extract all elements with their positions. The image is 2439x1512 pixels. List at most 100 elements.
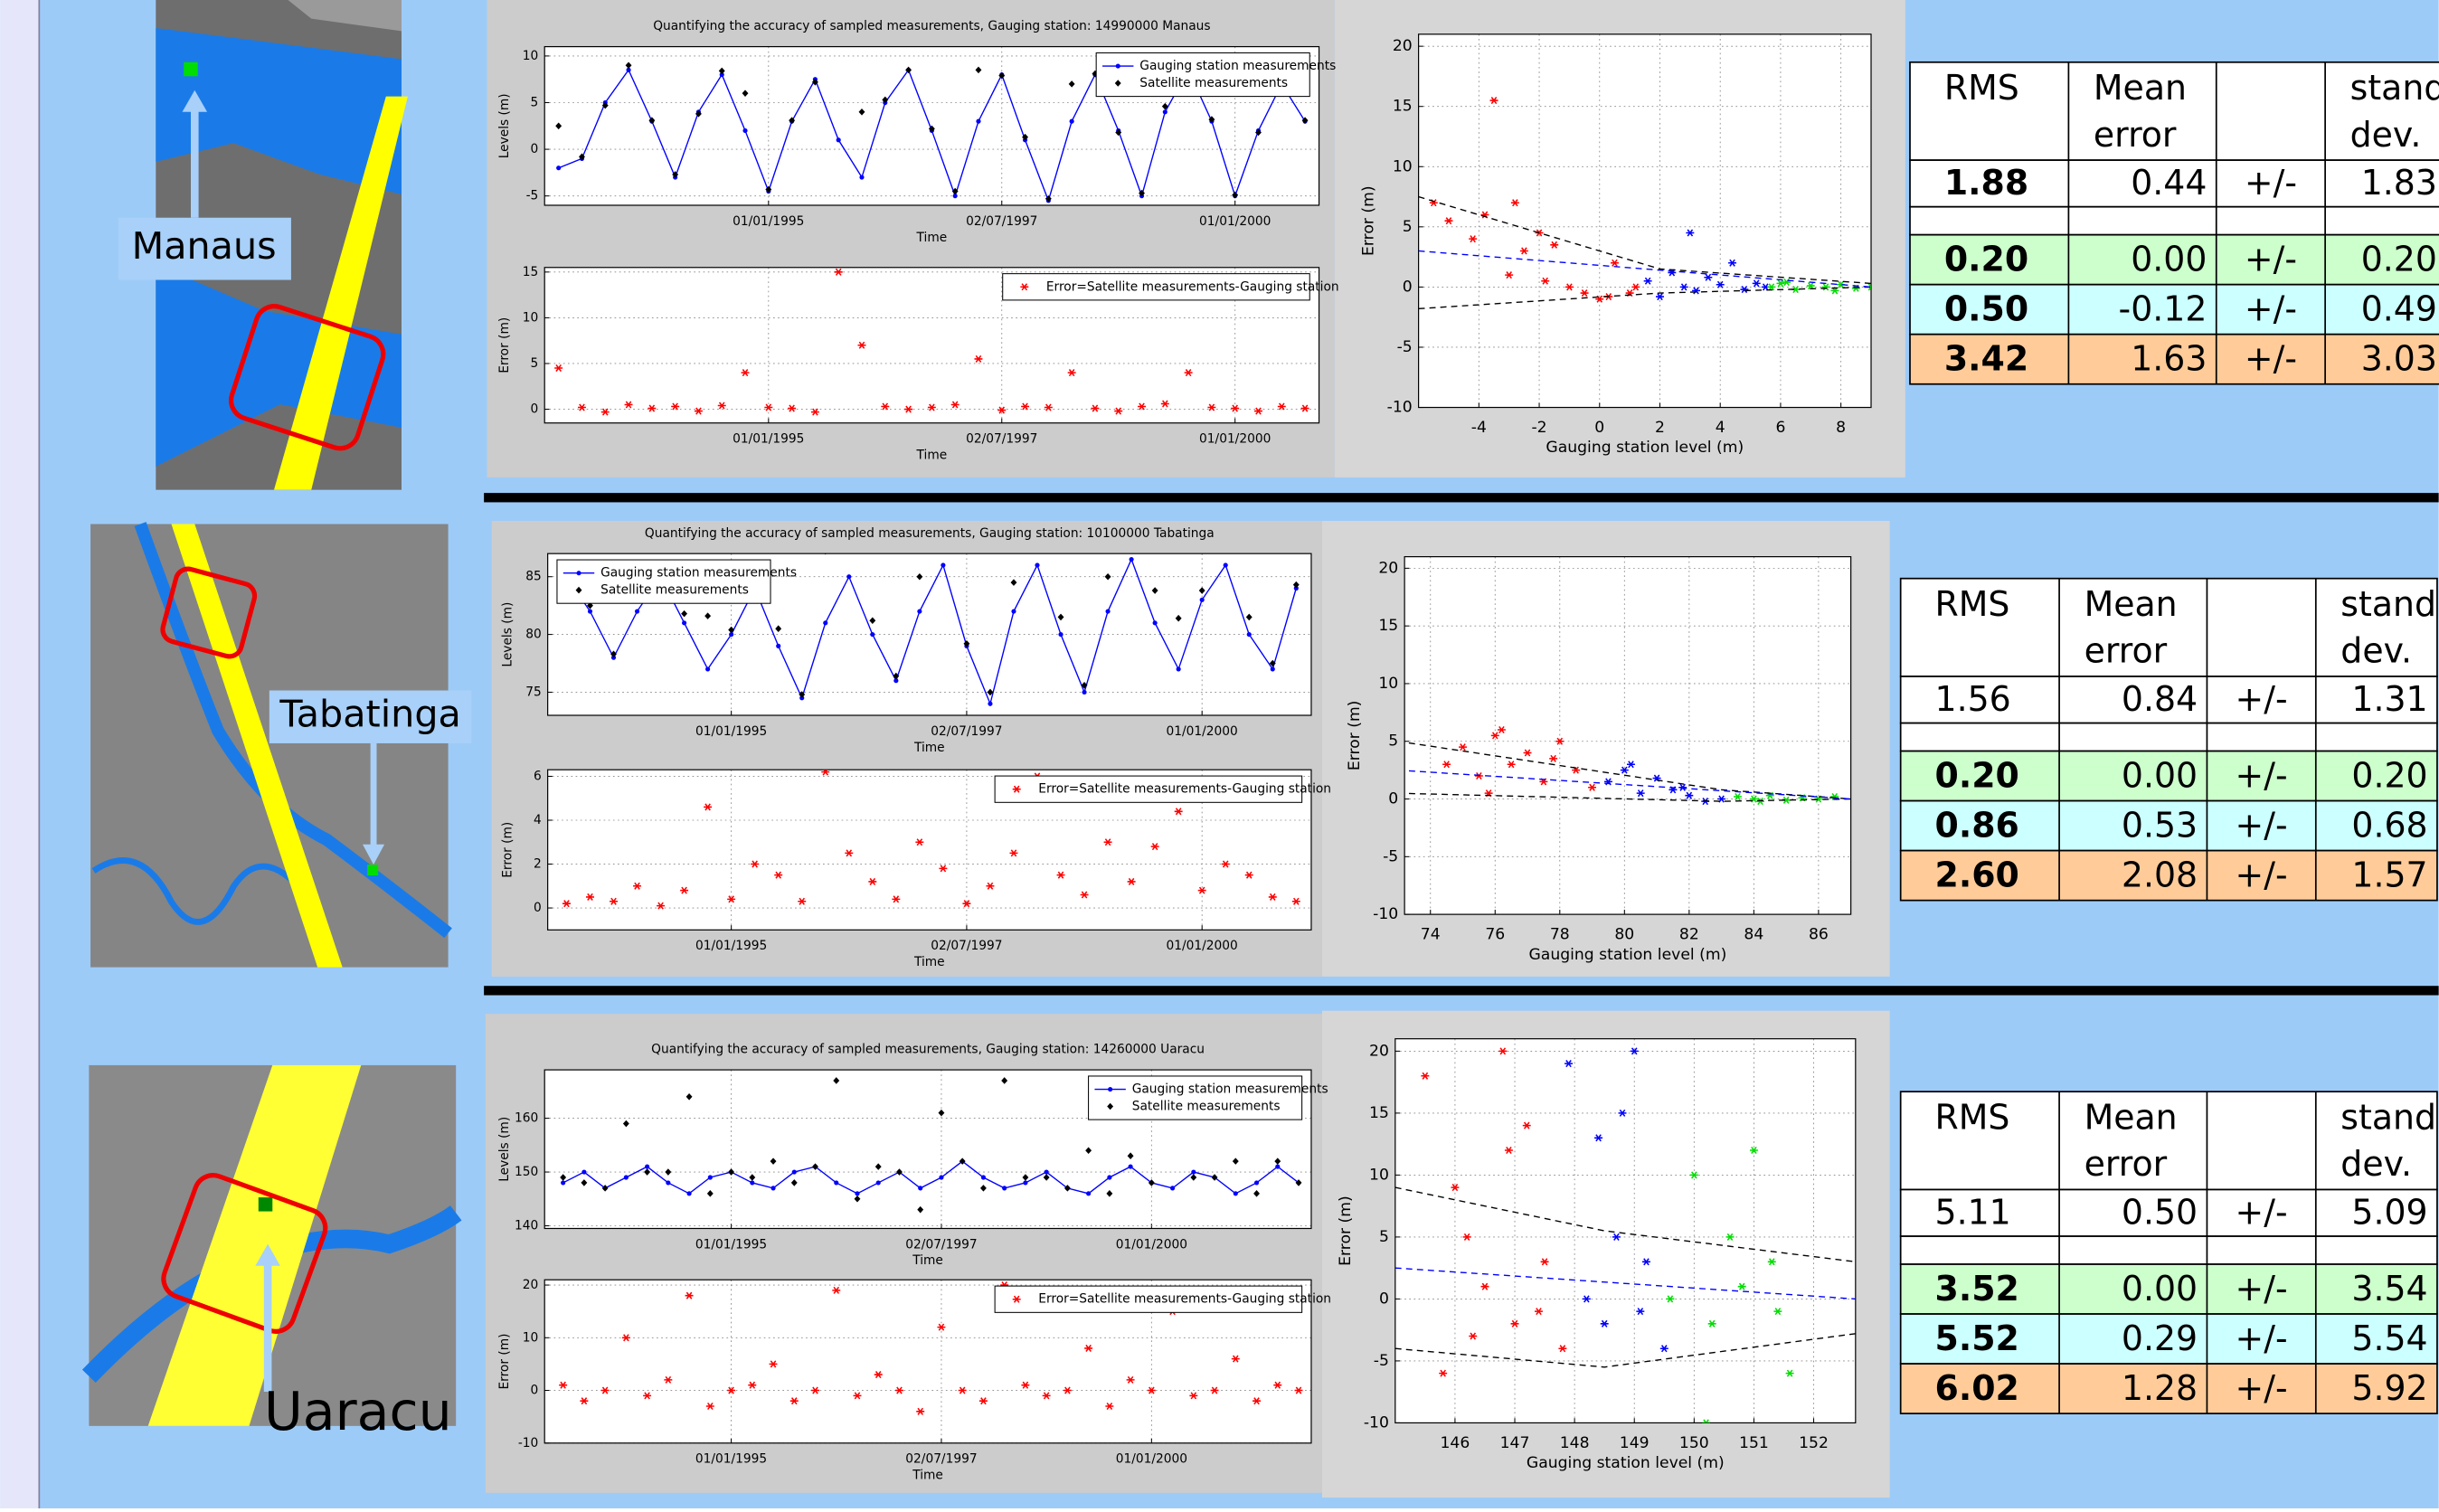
legend-label: Error=Satellite measurements-Gauging sta…	[1046, 279, 1339, 294]
table-cell: +/-	[2236, 1368, 2288, 1408]
y-tick-label: 85	[525, 570, 542, 584]
y-tick-label: 0	[1379, 1290, 1389, 1308]
point	[976, 119, 980, 124]
x-tick-label: -4	[1471, 419, 1487, 437]
y-tick-label: 80	[525, 628, 542, 642]
point	[1275, 1165, 1280, 1169]
y-tick-label: 150	[515, 1165, 538, 1179]
satellite-image: Uaracu	[89, 1065, 456, 1442]
point	[1130, 557, 1134, 562]
point	[941, 562, 945, 567]
y-tick-label: 0	[534, 901, 542, 915]
y-axis-label: Levels (m)	[497, 1117, 512, 1182]
table-cell: 1.63	[2131, 338, 2207, 378]
point	[1011, 609, 1016, 613]
point	[1058, 632, 1063, 637]
y-tick-label: 0	[531, 142, 539, 156]
y-tick-label: -5	[1397, 338, 1413, 356]
y-tick-label: 15	[523, 265, 539, 279]
x-tick-label: 02/07/1997	[931, 939, 1002, 953]
point	[645, 1165, 649, 1169]
table-cell: 2.60	[1935, 855, 2019, 894]
y-tick-label: 6	[534, 769, 542, 783]
point	[1086, 1191, 1091, 1195]
separator	[484, 493, 2439, 502]
point	[1045, 1169, 1049, 1174]
y-tick-label: -5	[1383, 847, 1398, 865]
plot-area	[1404, 557, 1851, 915]
table-cell: 0.86	[1935, 805, 2019, 845]
table-cell: +/-	[2245, 163, 2297, 203]
site-label: Tabatinga	[279, 693, 460, 736]
point	[823, 620, 827, 625]
x-tick-label: 152	[1799, 1434, 1829, 1452]
x-tick-label: 02/07/1997	[905, 1452, 977, 1467]
x-tick-label: 84	[1744, 925, 1763, 943]
column-header: error	[2084, 631, 2168, 671]
legend-label: Gauging station measurements	[1132, 1082, 1328, 1097]
table-cell: 0.20	[1944, 239, 2028, 279]
y-tick-label: 5	[1403, 218, 1413, 236]
x-axis-label: Gauging station level (m)	[1546, 439, 1744, 457]
table-cell: 0.50	[1944, 288, 2028, 328]
table-cell: 1.28	[2122, 1368, 2198, 1408]
column-header: error	[2094, 115, 2177, 155]
y-tick-label: 5	[1388, 732, 1398, 751]
site-label: Uaracu	[264, 1381, 452, 1442]
point	[1108, 1087, 1112, 1091]
point	[918, 1186, 922, 1190]
table-cell: 5.09	[2351, 1192, 2427, 1232]
x-tick-label: 82	[1679, 925, 1699, 943]
point	[1107, 1175, 1111, 1179]
point	[687, 1191, 692, 1195]
table-cell: 3.54	[2351, 1269, 2427, 1309]
legend-label: Gauging station measurements	[1139, 59, 1336, 73]
y-tick-label: -10	[518, 1436, 538, 1451]
side-strip	[0, 0, 39, 1508]
point	[556, 165, 561, 170]
point	[792, 1169, 797, 1174]
table-cell: +/-	[2236, 805, 2288, 845]
table-cell: 0.00	[2122, 1269, 2198, 1309]
table-cell: 3.52	[1935, 1269, 2019, 1309]
table-cell: 1.31	[2351, 679, 2427, 719]
table-cell: +/-	[2245, 239, 2297, 279]
table-cell: 5.92	[2351, 1368, 2427, 1408]
chart-title: Quantifying the accuracy of sampled meas…	[653, 19, 1210, 33]
x-tick-label: 78	[1550, 925, 1570, 943]
x-tick-label: 01/01/1995	[695, 724, 767, 739]
y-tick-label: 15	[1378, 617, 1398, 635]
table-cell: +/-	[2245, 338, 2297, 378]
table-cell: 1.88	[1944, 163, 2028, 203]
point	[561, 1180, 565, 1185]
table-cell: 1.56	[1935, 679, 2011, 719]
plot-area	[1395, 1039, 1856, 1423]
point	[1106, 609, 1111, 613]
x-axis-label: Time	[913, 955, 945, 969]
point	[1129, 1165, 1133, 1169]
column-header: RMS	[1935, 584, 2010, 624]
x-tick-label: 02/07/1997	[905, 1237, 977, 1252]
x-tick-label: 86	[1809, 925, 1829, 943]
point	[1153, 620, 1158, 625]
y-tick-label: 0	[531, 402, 539, 417]
table-cell: +/-	[2236, 1318, 2288, 1358]
x-tick-label: 01/01/1995	[733, 214, 804, 229]
x-tick-label: 01/01/2000	[1167, 724, 1238, 739]
image-ground	[90, 524, 449, 968]
table-cell: +/-	[2236, 1269, 2288, 1309]
column-header: dev.	[2350, 115, 2422, 155]
y-axis-label: Error (m)	[501, 822, 515, 878]
chart: 146147148149150151152-10-505101520Gaugin…	[1337, 1039, 1856, 1472]
chart: 74767880828486-10-505101520Gauging stati…	[1346, 557, 1851, 964]
y-axis-label: Levels (m)	[497, 93, 512, 158]
column-header: stand.	[2340, 1098, 2439, 1138]
x-tick-label: 148	[1560, 1434, 1590, 1452]
y-tick-label: 20	[1378, 559, 1398, 577]
y-axis-label: Levels (m)	[501, 602, 515, 667]
y-tick-label: 10	[523, 49, 539, 63]
table-cell: 6.02	[1935, 1368, 2019, 1408]
spacer-row	[1901, 723, 2437, 751]
legend-label: Satellite measurements	[1132, 1099, 1281, 1113]
